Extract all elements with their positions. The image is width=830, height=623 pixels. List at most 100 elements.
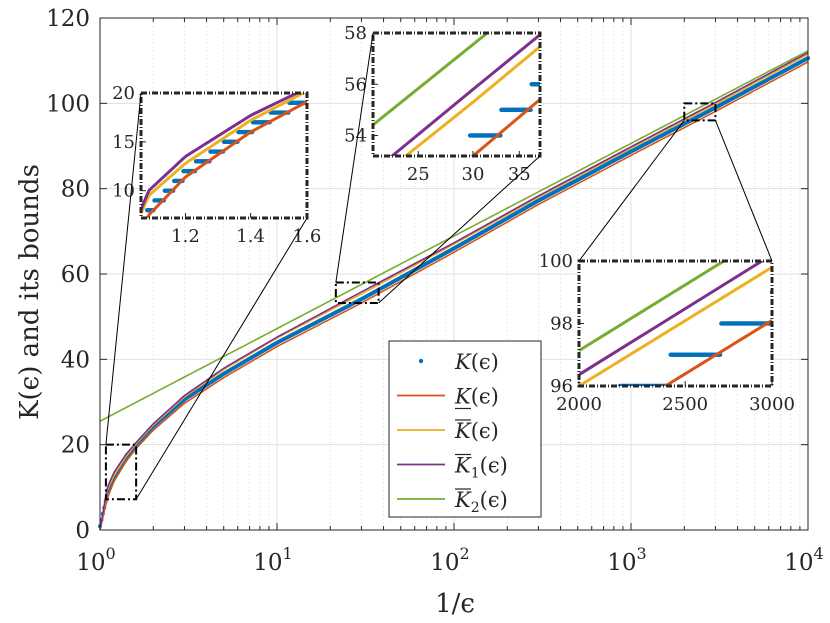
series-K-point [395, 210, 399, 214]
x-tick-label: 100 [76, 544, 115, 576]
x-tick-label: 102 [430, 544, 469, 576]
zoom-connector [135, 217, 308, 500]
series-K-point [458, 159, 462, 163]
x-axis-label: 1/ϵ [435, 589, 475, 619]
series-line-K_upper [579, 265, 772, 386]
inset-x-tick-label: 1.4 [236, 226, 265, 247]
inset-2: 253035545658 [344, 23, 542, 214]
inset-x-tick-label: 25 [407, 164, 430, 185]
inset-x-tick-label: 2000 [556, 394, 602, 415]
series-K-point [461, 159, 465, 163]
zoom-connector [578, 120, 685, 262]
y-tick-label: 80 [61, 177, 90, 203]
series-K-point [578, 415, 582, 419]
series-K-point [440, 159, 444, 163]
series-K-point [386, 210, 390, 214]
x-tick-label: 104 [784, 544, 823, 576]
series-line-K_upper [403, 45, 540, 156]
y-tick-label: 100 [46, 91, 90, 117]
series-line-K_upper_2 [373, 33, 490, 127]
inset-y-tick-label: 56 [344, 74, 367, 95]
inset-x-tick-label: 30 [462, 164, 485, 185]
series-K-point [617, 415, 621, 419]
series-K-point [537, 82, 540, 87]
zoom-region-box [334, 281, 380, 305]
zoom-connector [335, 32, 374, 283]
series-K-point [592, 415, 596, 419]
series-K-point [383, 210, 387, 214]
series-K-point [584, 415, 588, 419]
series-K-point [589, 415, 593, 419]
series-K-point [371, 210, 375, 214]
series-K-point [392, 210, 396, 214]
legend-label: K(ϵ) [454, 385, 499, 409]
legend-box [388, 340, 542, 518]
series-K-point [605, 415, 609, 419]
series-K-point [586, 415, 590, 419]
y-axis-label: K(ϵ) and its bounds [15, 164, 45, 420]
y-tick-label: 120 [46, 6, 90, 32]
series-K-point [390, 210, 394, 214]
series-K-point [611, 415, 615, 419]
series-K-point [457, 159, 461, 163]
series-line-K_upper_2 [579, 261, 727, 352]
series-K-point [583, 415, 587, 419]
series-K-point [460, 159, 464, 163]
series-K-points [98, 56, 810, 529]
legend-label: K(ϵ) [454, 350, 499, 374]
series-K-point [579, 415, 583, 419]
inset-y-tick-label: 100 [539, 251, 573, 272]
series-K-point [601, 415, 605, 419]
series-K-point [436, 159, 440, 163]
series-K-point [466, 159, 470, 163]
legend-marker [418, 358, 424, 364]
series-K-point [377, 210, 381, 214]
inset-frame [371, 31, 542, 158]
series-K-point [454, 159, 458, 163]
legend-label: K1(ϵ) [454, 454, 508, 482]
series-K-point [448, 159, 452, 163]
series-K-point [394, 210, 398, 214]
inset-y-tick-label: 98 [550, 314, 573, 335]
series-K-point [441, 159, 445, 163]
inset-x-tick-label: 3000 [749, 394, 795, 415]
series-K-point [393, 210, 397, 214]
legend: K(ϵ) K(ϵ) K(ϵ) K1(ϵ) K2(ϵ) [388, 340, 542, 518]
series-K-point [378, 210, 382, 214]
inset-y-tick-label: 58 [344, 23, 367, 44]
y-tick-label: 0 [75, 518, 90, 544]
inset-x-tick-label: 1.2 [171, 226, 200, 247]
series-K-point [379, 210, 383, 214]
inset-plot-area [371, 33, 540, 214]
series-K-point [580, 415, 584, 419]
series-K-point [398, 210, 402, 214]
series-K-point [446, 159, 450, 163]
zoom-connector [714, 120, 773, 262]
series-line-K_lower [662, 319, 772, 386]
inset-y-tick-label: 54 [344, 126, 367, 147]
series-K-point [396, 210, 400, 214]
series-K-point [382, 210, 386, 214]
series-line-K_lower [145, 100, 307, 218]
series-K-point [401, 210, 405, 214]
series-K-point [615, 415, 619, 419]
series-line-K_upper_2 [99, 50, 809, 422]
series-K-point [464, 159, 468, 163]
series-K-point [463, 159, 467, 163]
inset-3: 2000 2500 3000 96 98 100 [539, 251, 795, 419]
zoom-connector [378, 155, 541, 304]
x-tick-label: 103 [607, 544, 646, 576]
series-K-point [606, 415, 610, 419]
series-K-point [467, 159, 471, 163]
series-K-point [402, 210, 406, 214]
series-K-point [447, 159, 451, 163]
y-tick-label: 60 [61, 262, 90, 288]
series-K-point [373, 210, 377, 214]
legend-label: K(ϵ) [454, 419, 499, 443]
series-K-point [462, 159, 466, 163]
series-K-point [449, 159, 453, 163]
series-K-point [374, 210, 378, 214]
inset-background [373, 33, 540, 156]
inset-x-tick-label: 1.6 [293, 226, 322, 247]
series-K-point [376, 210, 380, 214]
